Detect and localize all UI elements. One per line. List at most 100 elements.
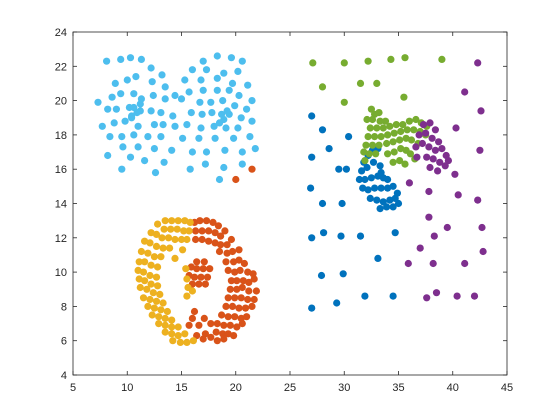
y-tick-label: 4 [61, 370, 67, 382]
data-point [222, 302, 230, 310]
data-point [168, 330, 176, 338]
data-point [479, 247, 487, 256]
data-point [150, 145, 158, 153]
data-point [144, 249, 152, 257]
data-point [144, 302, 152, 310]
data-point [233, 277, 241, 285]
data-point [238, 57, 246, 65]
data-point [171, 254, 179, 262]
y-tick-label: 8 [61, 301, 67, 313]
data-point [110, 119, 118, 127]
data-point [406, 150, 414, 158]
data-point [171, 235, 179, 244]
data-point [248, 302, 256, 310]
data-point [235, 256, 243, 264]
data-point [146, 271, 154, 280]
data-point [182, 265, 190, 273]
data-point [401, 160, 409, 168]
data-point [226, 321, 234, 329]
data-point [183, 235, 191, 244]
data-point [148, 78, 156, 86]
data-point [431, 126, 439, 134]
data-point [139, 294, 148, 302]
data-point [418, 139, 426, 148]
data-point [360, 148, 368, 156]
data-point [217, 232, 225, 240]
data-point [429, 259, 437, 268]
data-point [134, 122, 142, 130]
data-point [213, 337, 221, 345]
data-point [361, 292, 369, 300]
data-point [161, 217, 169, 225]
data-point [195, 321, 203, 329]
data-point [198, 110, 206, 118]
data-point [226, 285, 234, 293]
data-point [186, 165, 194, 173]
data-point [147, 64, 155, 72]
data-point [137, 55, 145, 64]
data-point [174, 323, 182, 331]
data-point [222, 124, 230, 132]
data-point [431, 146, 439, 154]
data-point [416, 244, 424, 252]
data-point [359, 184, 367, 192]
data-point [132, 73, 140, 81]
data-point [429, 155, 437, 163]
data-point [173, 225, 181, 233]
series-0 [94, 52, 259, 184]
data-point [368, 141, 377, 149]
series-1 [185, 165, 260, 345]
data-point [133, 109, 141, 117]
data-point [185, 88, 193, 96]
data-point [150, 304, 158, 312]
data-point [452, 124, 460, 132]
data-point [355, 175, 363, 184]
data-point [207, 333, 215, 341]
data-point [438, 55, 446, 64]
data-point [117, 90, 125, 98]
y-tick-label: 20 [55, 96, 67, 108]
data-point [197, 76, 205, 84]
data-point [232, 175, 240, 184]
data-point [235, 91, 243, 100]
data-point [244, 268, 252, 276]
data-point [373, 79, 381, 87]
data-point [443, 223, 451, 232]
data-point [241, 304, 250, 312]
data-point [235, 304, 243, 312]
x-tick-label: 5 [70, 382, 76, 394]
data-point [130, 131, 138, 139]
data-point [211, 134, 219, 142]
data-point [134, 143, 142, 151]
data-point [251, 145, 259, 153]
data-point [238, 160, 246, 168]
data-point [426, 163, 434, 172]
data-point [366, 194, 374, 202]
data-point [197, 273, 205, 281]
data-point [368, 115, 377, 124]
data-point [227, 235, 235, 244]
data-point [98, 122, 106, 130]
data-point [139, 268, 148, 276]
data-point [213, 86, 221, 94]
data-point [220, 335, 228, 343]
data-point [377, 169, 385, 177]
data-point [407, 136, 416, 144]
data-point [392, 121, 400, 129]
data-point [136, 100, 144, 108]
data-point [215, 247, 224, 256]
data-point [157, 133, 165, 141]
data-point [396, 136, 404, 144]
data-point [410, 126, 418, 134]
data-point [208, 109, 216, 117]
data-point [157, 253, 165, 261]
ticks-layer: 5 10 15 20 25 30 35 40 45 4 6 8 10 12 14 16 18 20 22 24 [55, 27, 513, 394]
data-point [308, 112, 316, 120]
data-point [308, 304, 316, 312]
series-5 [404, 59, 487, 302]
data-point [361, 175, 369, 184]
data-point [376, 205, 384, 213]
data-point [404, 259, 412, 268]
data-point [103, 57, 111, 65]
